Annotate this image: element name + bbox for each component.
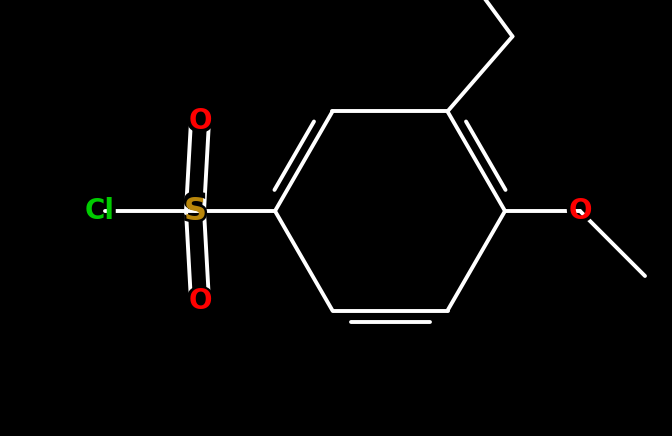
Text: O: O	[569, 197, 592, 225]
Text: Cl: Cl	[81, 194, 120, 228]
Text: O: O	[188, 287, 212, 315]
Text: O: O	[185, 104, 215, 138]
Text: O: O	[564, 194, 595, 228]
Text: S: S	[181, 191, 210, 231]
Text: O: O	[185, 284, 215, 318]
Text: O: O	[188, 107, 212, 135]
Text: S: S	[183, 195, 206, 226]
Text: Cl: Cl	[85, 197, 115, 225]
